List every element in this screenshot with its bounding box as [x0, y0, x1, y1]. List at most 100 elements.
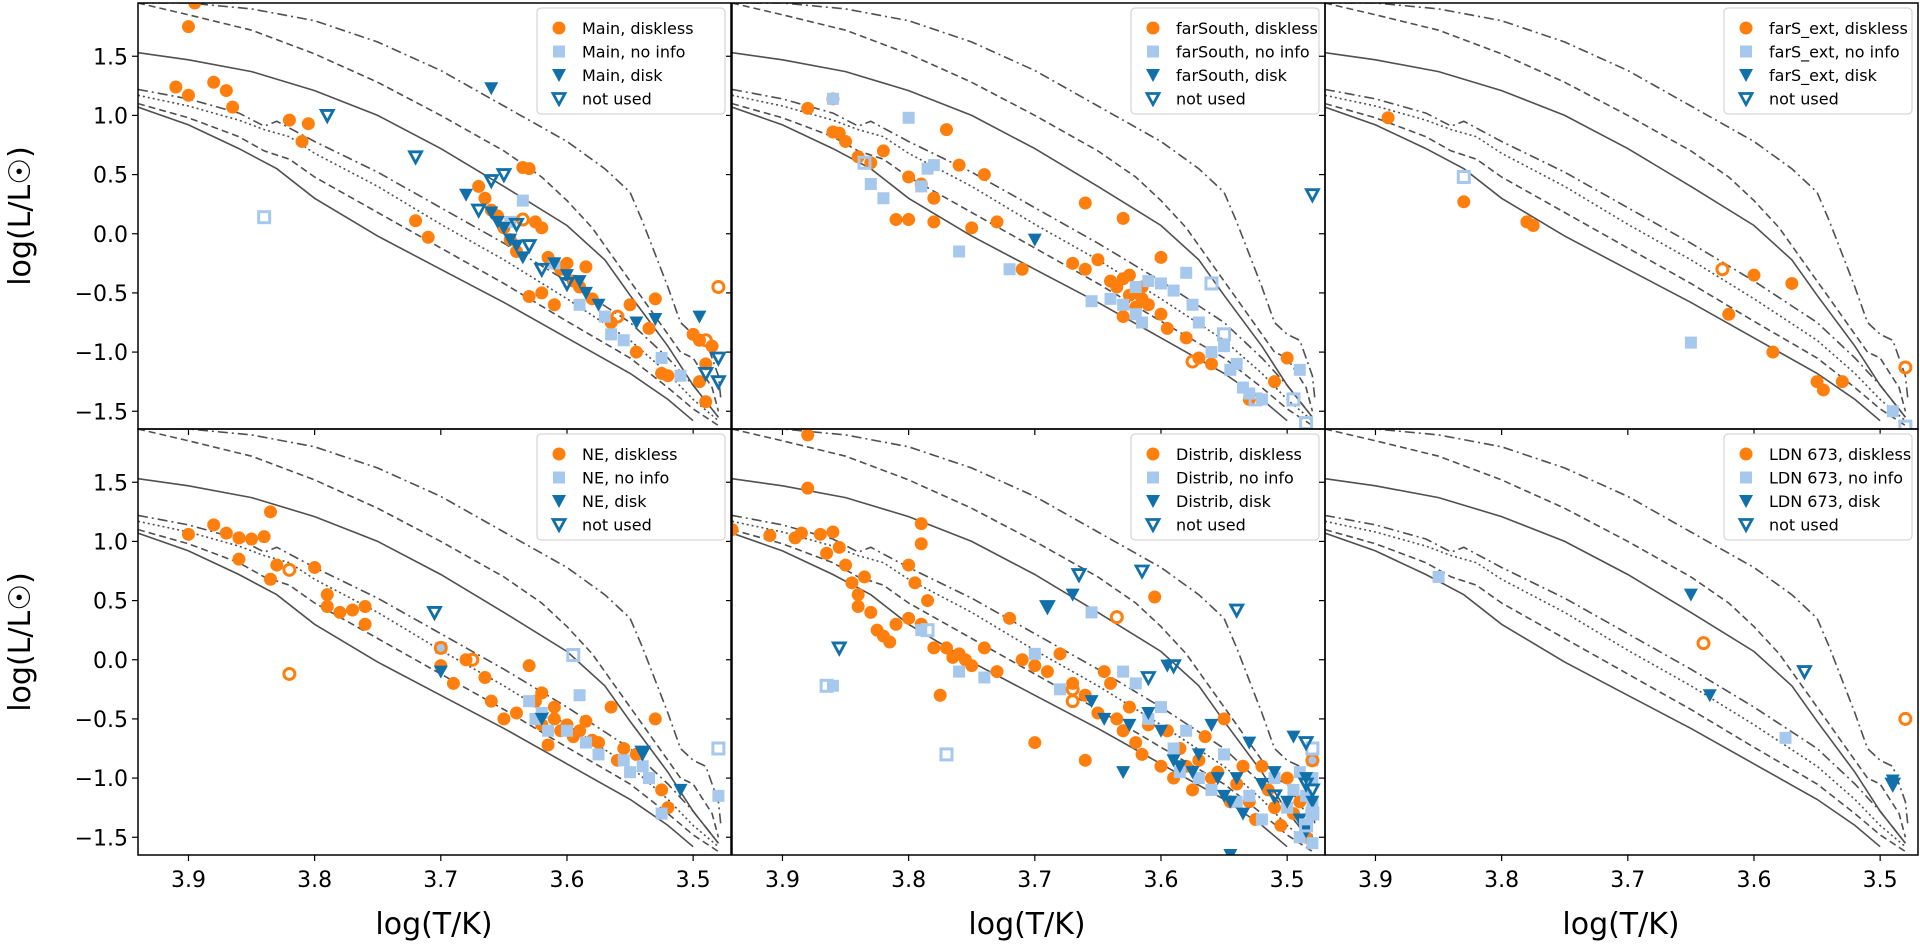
data-point: [282, 666, 297, 681]
isochrone-line-1: [1325, 477, 1907, 844]
data-point: [219, 526, 233, 540]
x-tick-label: 3.9: [171, 868, 206, 893]
legend-label: LDN 673, disk: [1769, 492, 1881, 511]
data-point: [558, 277, 576, 293]
data-point: [977, 168, 991, 182]
isochrone-line-4: [1325, 528, 1906, 853]
data-point: [421, 230, 435, 244]
data-point: [939, 123, 953, 137]
data-point: [591, 298, 606, 312]
data-point: [1015, 653, 1029, 667]
data-point: [270, 558, 284, 572]
data-point: [1223, 795, 1238, 809]
data-point: [459, 188, 474, 202]
data-point: [674, 369, 687, 382]
data-point: [573, 298, 586, 311]
data-point: [1078, 753, 1092, 767]
data-point: [1230, 357, 1243, 370]
legend-label: not used: [582, 90, 652, 109]
data-point: [939, 747, 954, 762]
data-point: [1085, 295, 1098, 308]
data-point: [1306, 837, 1319, 850]
data-point: [1715, 262, 1730, 277]
data-point: [915, 180, 928, 193]
data-point: [560, 256, 574, 270]
data-point: [813, 527, 827, 541]
data-point: [692, 310, 707, 324]
data-point: [1223, 849, 1238, 855]
data-point: [1268, 375, 1282, 389]
data-point: [478, 671, 492, 684]
data-point: [1248, 392, 1263, 407]
data-point: [522, 289, 536, 303]
data-point: [181, 20, 195, 34]
data-point: [1160, 321, 1174, 335]
data-point: [484, 694, 498, 708]
data-point: [623, 298, 637, 312]
y-tick-label: 0.0: [93, 223, 128, 248]
legend-marker: [552, 21, 566, 35]
data-point: [794, 526, 808, 540]
data-point: [226, 100, 240, 114]
data-point: [560, 724, 573, 737]
data-point: [1280, 351, 1294, 365]
data-point: [902, 213, 916, 227]
data-point: [245, 532, 259, 546]
legend-label: farSouth, disk: [1176, 66, 1288, 85]
data-point: [1526, 218, 1540, 232]
data-point: [535, 286, 549, 300]
data-point: [1779, 731, 1792, 744]
legend-marker: [552, 495, 566, 508]
data-point: [1070, 568, 1088, 584]
x-tick-label: 3.5: [1270, 868, 1305, 893]
data-point: [902, 611, 916, 625]
y-tick-label: −1.5: [75, 400, 128, 425]
data-point: [1229, 772, 1244, 786]
data-point: [908, 576, 922, 590]
data-point: [1898, 360, 1913, 375]
data-point: [927, 641, 941, 655]
data-point: [345, 603, 359, 617]
data-point: [877, 192, 890, 205]
data-point: [1185, 766, 1200, 780]
plot-area: [732, 429, 1321, 855]
legend-marker: [1144, 518, 1162, 534]
data-point: [257, 530, 271, 544]
data-point: [1116, 211, 1130, 225]
data-point: [472, 179, 486, 193]
data-point: [692, 375, 706, 389]
data-point: [1268, 801, 1282, 815]
data-point: [1165, 659, 1182, 675]
legend-marker: [1146, 447, 1160, 461]
data-point: [1210, 772, 1225, 786]
data-point: [1306, 807, 1319, 820]
data-point: [510, 706, 524, 720]
isochrone-line-7: [1325, 429, 1909, 826]
data-point: [965, 221, 979, 235]
data-point: [465, 652, 480, 667]
data-point: [1179, 331, 1193, 345]
data-point: [482, 174, 500, 190]
data-point: [433, 665, 448, 679]
data-point: [1065, 694, 1080, 709]
isochrone-line-4: [732, 528, 1313, 853]
data-point: [933, 688, 947, 702]
data-point: [698, 333, 713, 348]
panel-2: farSouth, diskless farSouth, no info farSo…: [726, 2, 1326, 435]
data-point: [1154, 250, 1168, 264]
data-point: [763, 529, 777, 542]
x-tick-label: 3.7: [1017, 868, 1052, 893]
x-axis-label-right: log(T/K): [1562, 907, 1679, 942]
data-point: [634, 745, 652, 761]
x-tick-label: 3.5: [1863, 868, 1898, 893]
isochrone-line-2: [138, 514, 720, 844]
data-point: [1040, 665, 1054, 679]
legend-label: LDN 673, no info: [1769, 469, 1903, 488]
data-point: [1167, 284, 1180, 297]
data-point: [876, 144, 890, 158]
legend-label: NE, no info: [582, 469, 669, 488]
data-point: [1192, 316, 1205, 329]
data-point: [282, 113, 296, 127]
